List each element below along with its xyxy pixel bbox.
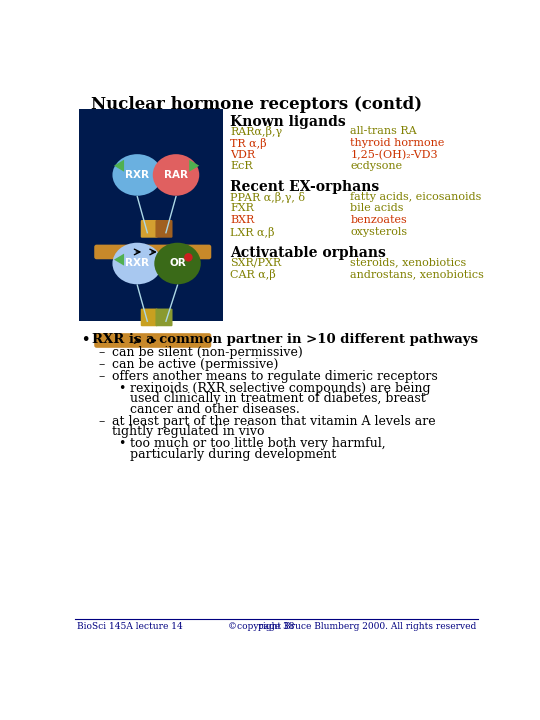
Text: offers another means to regulate dimeric receptors: offers another means to regulate dimeric… <box>112 370 437 383</box>
Text: Known ligands: Known ligands <box>230 115 346 129</box>
Text: –: – <box>98 370 105 383</box>
FancyBboxPatch shape <box>156 220 172 238</box>
Ellipse shape <box>184 253 193 261</box>
Text: all-trans RA: all-trans RA <box>350 127 417 136</box>
Text: Nuclear hormone receptors (contd): Nuclear hormone receptors (contd) <box>91 96 422 112</box>
Ellipse shape <box>153 154 199 196</box>
Text: used clinically in treatment of diabetes, breast: used clinically in treatment of diabetes… <box>130 392 426 405</box>
Text: ecdysone: ecdysone <box>350 161 402 171</box>
Text: particularly during development: particularly during development <box>130 448 336 461</box>
Text: rexinoids (RXR selective compounds) are being: rexinoids (RXR selective compounds) are … <box>130 382 430 395</box>
FancyBboxPatch shape <box>94 245 211 259</box>
Text: oxysterols: oxysterols <box>350 227 408 237</box>
Text: bile acids: bile acids <box>350 204 404 213</box>
Text: RAR: RAR <box>164 170 188 180</box>
Text: can be silent (non-permissive): can be silent (non-permissive) <box>112 346 302 359</box>
Text: thyroid hormone: thyroid hormone <box>350 138 445 148</box>
Text: •: • <box>118 437 125 450</box>
Text: CAR α,β: CAR α,β <box>230 269 276 280</box>
Polygon shape <box>189 160 199 171</box>
Text: can be active (permissive): can be active (permissive) <box>112 359 278 372</box>
Text: FXR: FXR <box>230 204 254 213</box>
Text: Activatable orphans: Activatable orphans <box>230 246 386 260</box>
FancyBboxPatch shape <box>156 309 172 326</box>
Text: cancer and other diseases.: cancer and other diseases. <box>130 403 299 416</box>
Bar <box>79 109 222 321</box>
Ellipse shape <box>112 154 162 196</box>
FancyBboxPatch shape <box>94 333 211 348</box>
Text: •: • <box>82 333 90 346</box>
Text: at least part of the reason that vitamin A levels are: at least part of the reason that vitamin… <box>112 415 435 428</box>
Text: TR α,β: TR α,β <box>230 138 267 149</box>
Text: –: – <box>98 415 105 428</box>
Polygon shape <box>114 160 124 171</box>
FancyBboxPatch shape <box>141 220 158 238</box>
Text: tightly regulated in vivo: tightly regulated in vivo <box>112 426 264 438</box>
Polygon shape <box>114 253 124 266</box>
Text: PPAR α,β,γ, δ: PPAR α,β,γ, δ <box>230 192 305 203</box>
Text: ©copyright Bruce Blumberg 2000. All rights reserved: ©copyright Bruce Blumberg 2000. All righ… <box>228 622 477 631</box>
Text: LXR α,β: LXR α,β <box>230 227 275 238</box>
Text: steroids, xenobiotics: steroids, xenobiotics <box>350 257 467 267</box>
Text: RXR: RXR <box>125 258 149 269</box>
FancyBboxPatch shape <box>141 309 158 326</box>
Text: 1,25-(OH)₂-VD3: 1,25-(OH)₂-VD3 <box>350 150 438 160</box>
Text: RXR is a common partner in >10 different pathways: RXR is a common partner in >10 different… <box>92 333 478 346</box>
Text: EcR: EcR <box>230 161 253 171</box>
Text: •: • <box>118 382 125 395</box>
Text: too much or too little both very harmful,: too much or too little both very harmful… <box>130 437 385 450</box>
Text: BioSci 145A lecture 14: BioSci 145A lecture 14 <box>77 622 183 631</box>
Text: –: – <box>98 346 105 359</box>
Text: Recent EX-orphans: Recent EX-orphans <box>230 180 380 194</box>
Text: –: – <box>98 359 105 372</box>
Text: fatty acids, eicosanoids: fatty acids, eicosanoids <box>350 192 482 202</box>
Text: RARα,β,γ: RARα,β,γ <box>230 127 282 138</box>
Text: RXR: RXR <box>125 170 149 180</box>
Text: benzoates: benzoates <box>350 215 407 225</box>
Text: OR: OR <box>169 258 186 269</box>
Text: BXR: BXR <box>230 215 254 225</box>
Ellipse shape <box>112 243 162 284</box>
Text: androstans, xenobiotics: androstans, xenobiotics <box>350 269 484 279</box>
Text: SXR/PXR: SXR/PXR <box>230 257 281 267</box>
Ellipse shape <box>154 243 201 284</box>
Text: page 38: page 38 <box>259 622 295 631</box>
Text: VDR: VDR <box>230 150 255 160</box>
